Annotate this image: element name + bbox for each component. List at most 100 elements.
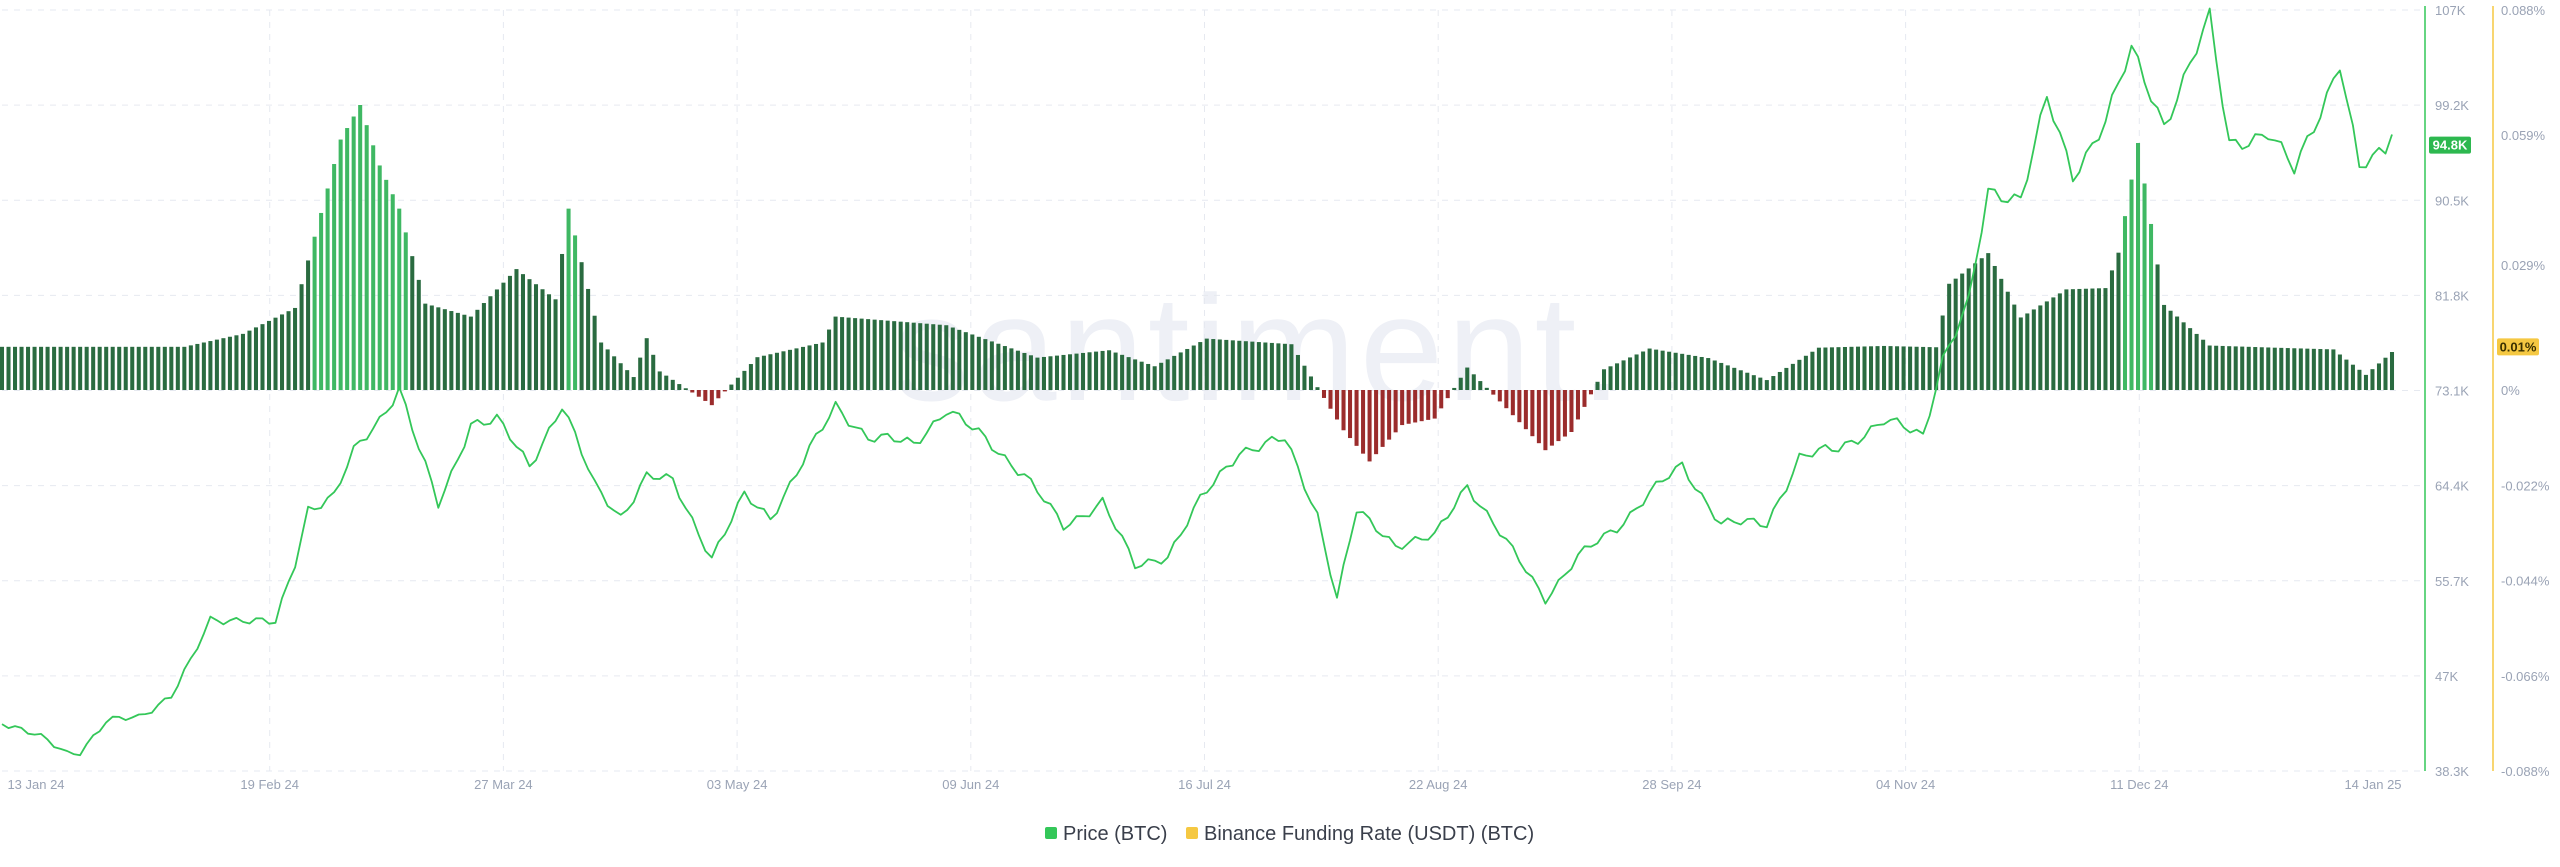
funding-bar <box>1419 390 1424 422</box>
funding-bar <box>2246 346 2251 390</box>
x-tick-label: 22 Aug 24 <box>1409 777 1468 792</box>
funding-bar <box>65 346 70 390</box>
funding-bar <box>1869 346 1874 390</box>
funding-bar <box>696 390 701 397</box>
funding-bar <box>872 319 877 390</box>
funding-bar <box>599 342 604 390</box>
funding-bar <box>2201 339 2206 390</box>
funding-bar <box>2038 305 2043 390</box>
funding-bar <box>2318 349 2323 390</box>
funding-bar <box>2188 328 2193 390</box>
current-price-badge-bg <box>2429 136 2471 154</box>
funding-bar <box>814 343 819 390</box>
funding-bar <box>2090 288 2095 390</box>
funding-bar <box>1302 365 1307 390</box>
funding-bar <box>1738 370 1743 390</box>
funding-bar <box>1152 366 1157 390</box>
funding-bar <box>644 338 649 390</box>
funding-bar <box>560 253 565 390</box>
funding-bar <box>52 346 57 390</box>
x-tick-label: 19 Feb 24 <box>240 777 299 792</box>
funding-bar <box>214 339 219 390</box>
funding-bar <box>1914 346 1919 390</box>
funding-bar <box>533 284 539 390</box>
funding-bar <box>2220 345 2225 390</box>
funding-bar <box>1230 340 1235 390</box>
funding-bar <box>253 327 258 390</box>
funding-bar <box>1067 354 1073 390</box>
funding-bar <box>1569 390 1574 432</box>
funding-bar <box>2155 264 2160 390</box>
funding-bar <box>2363 374 2368 390</box>
funding-bar <box>2259 347 2264 390</box>
funding-bar <box>1211 339 1216 390</box>
funding-bar <box>2116 252 2121 390</box>
funding-bar <box>2298 348 2303 390</box>
funding-bar <box>1497 390 1502 402</box>
funding-bar <box>2389 352 2395 390</box>
funding-bar <box>1921 346 1926 390</box>
funding-bar <box>2272 347 2277 390</box>
funding-bar <box>2031 309 2036 390</box>
funding-bar <box>1855 346 1861 390</box>
funding-bar <box>377 165 382 390</box>
funding-bar <box>1940 315 1945 390</box>
funding-bar <box>1081 352 1086 390</box>
funding-bar <box>6 346 11 390</box>
current-funding-badge: 0.01% <box>2497 338 2539 356</box>
funding-bar <box>1094 351 1099 390</box>
funding-bar <box>462 314 467 390</box>
funding-bar <box>110 346 115 390</box>
funding-bar <box>130 346 135 390</box>
funding-bar <box>1185 348 1190 390</box>
funding-bar <box>586 288 591 390</box>
funding-bar <box>1712 360 1717 390</box>
funding-bar <box>1784 367 1789 390</box>
funding-bar <box>885 320 890 390</box>
funding-bar <box>1458 377 1463 390</box>
funding-bar <box>507 275 512 390</box>
funding-bar <box>670 379 675 390</box>
funding-bar <box>332 164 337 390</box>
funding-bar <box>820 342 825 390</box>
funding-bar <box>918 323 923 390</box>
funding-bar <box>149 346 154 390</box>
funding-bar <box>2142 183 2147 390</box>
funding-bar <box>1159 362 1164 390</box>
funding-bar <box>2064 289 2069 390</box>
funding-bar <box>455 312 460 390</box>
x-tick-label: 09 Jun 24 <box>942 777 999 792</box>
funding-bar <box>1732 367 1737 390</box>
funding-bar <box>1973 263 1978 390</box>
funding-bar <box>1764 380 1769 390</box>
funding-bar <box>1823 347 1828 390</box>
funding-bar <box>1608 366 1613 390</box>
legend-item-funding[interactable]: Binance Funding Rate (USDT) (BTC) <box>1186 823 1534 845</box>
funding-bar <box>1354 390 1359 446</box>
funding-bar <box>2175 316 2180 390</box>
funding-bar <box>2181 322 2186 390</box>
funding-bar <box>13 346 18 390</box>
funding-bar <box>787 349 793 390</box>
funding-bar <box>1810 351 1815 390</box>
funding-tick-label: 0.059% <box>2501 128 2546 143</box>
funding-bar <box>71 346 76 390</box>
funding-tick-label: -0.044% <box>2501 574 2550 589</box>
funding-bar <box>2136 143 2141 390</box>
price-tick-label: 99.2K <box>2435 98 2469 113</box>
funding-bar <box>2344 359 2349 390</box>
funding-bar <box>1406 390 1411 424</box>
funding-bar <box>2350 364 2355 390</box>
funding-bar <box>306 260 311 390</box>
funding-bar <box>1041 356 1046 390</box>
funding-bar <box>1178 352 1183 390</box>
funding-bar <box>2207 345 2212 390</box>
funding-bar <box>1895 346 1900 390</box>
funding-bar <box>2383 357 2388 390</box>
funding-bar <box>540 289 545 390</box>
funding-bar <box>1660 350 1665 390</box>
funding-bar <box>2103 288 2108 390</box>
legend-item-price[interactable]: Price (BTC) <box>1045 823 1167 845</box>
